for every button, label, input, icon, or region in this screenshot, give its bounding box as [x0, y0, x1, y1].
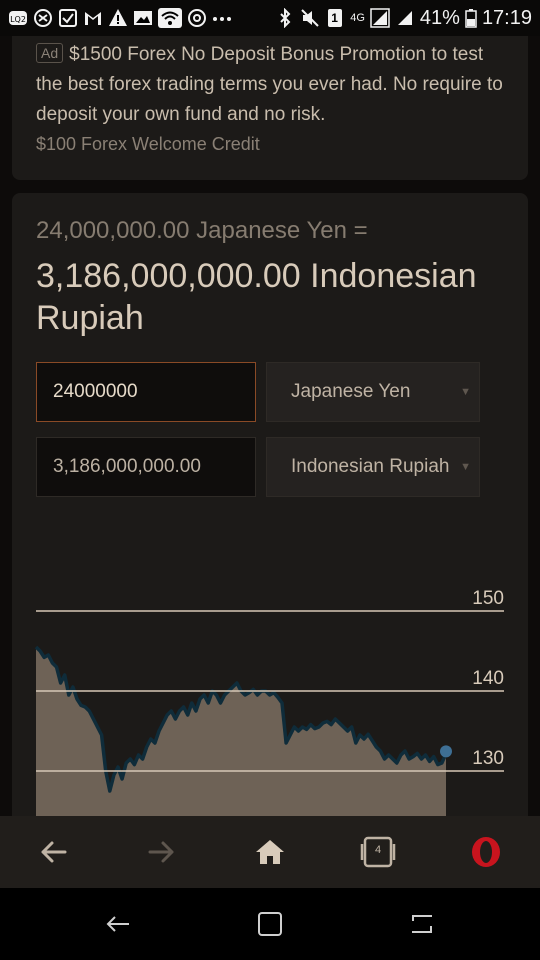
- sim-label: 1: [331, 11, 338, 25]
- back-arrow-icon: [106, 916, 129, 932]
- battery-percent: 41%: [419, 6, 460, 29]
- svg-text:LQ2: LQ2: [10, 15, 26, 24]
- tabs-button[interactable]: 4: [338, 816, 418, 888]
- battery-icon: [465, 8, 477, 28]
- warning-icon: [108, 8, 128, 28]
- recents-icon: [412, 915, 432, 933]
- result-output[interactable]: 3,186,000,000.00: [36, 437, 256, 497]
- home-button[interactable]: [230, 816, 310, 888]
- opera-menu-button[interactable]: [446, 816, 526, 888]
- ad-badge: Ad: [36, 43, 64, 63]
- chart-end-marker: [440, 745, 452, 758]
- to-currency-label: Indonesian Rupiah: [291, 456, 450, 477]
- web-content: Ad $1500 Forex No Deposit Bonus Promotion…: [0, 36, 540, 816]
- ad-text[interactable]: Ad $1500 Forex No Deposit Bonus Promotion…: [36, 40, 504, 130]
- lq2-icon: LQ2: [8, 8, 28, 28]
- chart-area: [36, 647, 446, 816]
- tabs-icon: [360, 836, 396, 868]
- clock: 17:19: [481, 6, 532, 29]
- chat-app-icon: [33, 8, 53, 28]
- ad-card[interactable]: Ad $1500 Forex No Deposit Bonus Promotion…: [12, 36, 528, 180]
- system-home-button[interactable]: [225, 888, 315, 960]
- more-icon: [212, 8, 232, 28]
- y-tick-label-140: 140: [472, 668, 504, 689]
- exchange-rate-chart: 150 140 130: [34, 588, 504, 816]
- home-square-icon: [258, 912, 282, 936]
- y-tick-label-130: 130: [472, 748, 504, 769]
- opera-logo-icon: [472, 837, 500, 867]
- vpn-icon: [187, 8, 207, 28]
- from-currency-label: Japanese Yen: [291, 381, 411, 402]
- forward-button[interactable]: [121, 816, 201, 888]
- ad-subline[interactable]: $100 Forex Welcome Credit: [36, 134, 260, 154]
- browser-toolbar: 4: [0, 816, 540, 888]
- system-back-button[interactable]: [73, 888, 163, 960]
- sim-icon: 1: [325, 8, 345, 28]
- system-icons: 1 4G 41% 17:19: [275, 7, 532, 30]
- arrow-right-icon: [148, 841, 174, 863]
- image-icon: [133, 8, 153, 28]
- status-bar: LQ2: [0, 0, 540, 36]
- back-button[interactable]: [14, 816, 94, 888]
- gmail-icon: [83, 8, 103, 28]
- bluetooth-icon: [275, 7, 295, 29]
- tabs-count: 4: [374, 844, 382, 856]
- wifi-icon: [158, 8, 182, 28]
- chevron-down-icon: ▼: [460, 461, 471, 473]
- system-navigation-bar: [0, 888, 540, 960]
- arrow-left-icon: [41, 841, 67, 863]
- ad-headline[interactable]: $1500 Forex No Deposit Bonus Promotion t…: [36, 44, 503, 125]
- signal-2-icon: [395, 8, 415, 28]
- home-icon: [256, 840, 284, 864]
- from-currency-select[interactable]: Japanese Yen ▼: [266, 362, 480, 422]
- conversion-from-summary: 24,000,000.00 Japanese Yen =: [36, 217, 368, 244]
- mute-icon: [300, 8, 320, 28]
- y-tick-label-150: 150: [472, 588, 504, 609]
- conversion-result-summary: 3,186,000,000.00 Indonesian Rupiah: [36, 257, 477, 337]
- amount-input[interactable]: 24000000: [36, 362, 256, 422]
- signal-icon: [370, 8, 390, 28]
- chevron-down-icon: ▼: [460, 386, 471, 398]
- to-currency-select[interactable]: Indonesian Rupiah ▼: [266, 437, 480, 497]
- checkbox-app-icon: [58, 8, 78, 28]
- system-recents-button[interactable]: [377, 888, 467, 960]
- notification-icons: LQ2: [8, 8, 232, 28]
- network-type: 4G: [350, 12, 365, 24]
